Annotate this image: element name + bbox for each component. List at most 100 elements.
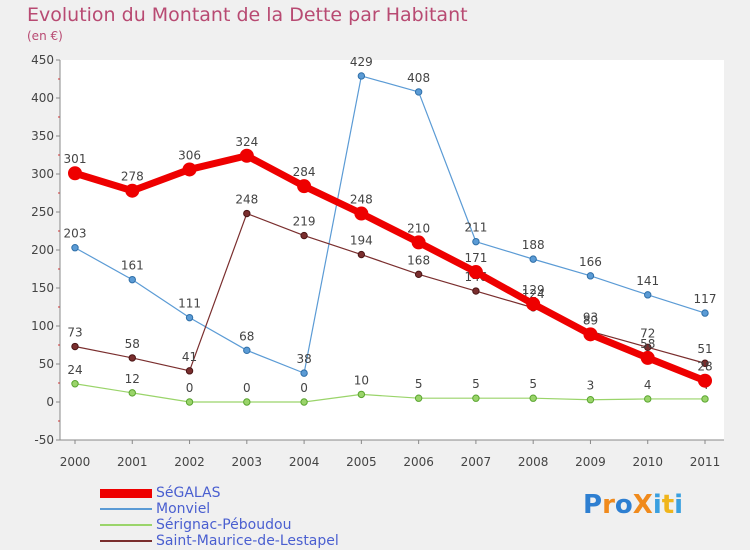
- legend-item-saint-maurice: Saint-Maurice-de-Lestapel: [100, 533, 339, 549]
- legend-item-monviel: Monviel: [100, 501, 339, 517]
- data-point-s-rignac-p-boudou: [644, 395, 652, 403]
- x-tick-label: 2006: [403, 455, 434, 469]
- data-label-saint-maurice-de-lestapel: 219: [293, 215, 316, 229]
- data-point-monviel: [586, 272, 595, 280]
- data-label-monviel: 141: [636, 274, 659, 288]
- data-label-saint-maurice-de-lestapel: 194: [350, 234, 373, 248]
- data-point-saint-maurice-de-lestapel: [644, 343, 652, 351]
- data-label-s-rignac-p-boudou: 3: [587, 379, 595, 393]
- data-point-s-rignac-p-boudou: [300, 398, 308, 406]
- legend-label-serignac: Sérignac-Péboudou: [156, 517, 292, 533]
- logo-letter: i: [652, 490, 662, 520]
- data-point-monviel: [185, 313, 194, 322]
- data-label-s-galas: 171: [464, 251, 487, 265]
- data-label-saint-maurice-de-lestapel: 51: [697, 342, 712, 356]
- data-label-s-rignac-p-boudou: 24: [67, 363, 82, 377]
- x-tick-label: 2003: [232, 455, 263, 469]
- x-tick-label: 2010: [632, 455, 663, 469]
- x-tick-label: 2001: [117, 455, 148, 469]
- y-tick-label: 0: [46, 395, 54, 409]
- data-label-saint-maurice-de-lestapel: 41: [182, 350, 197, 364]
- data-point-saint-maurice-de-lestapel: [357, 250, 366, 259]
- data-label-s-galas: 278: [121, 170, 144, 184]
- data-label-saint-maurice-de-lestapel: 168: [407, 253, 430, 267]
- y-tick-label: 450: [31, 53, 54, 67]
- data-point-s-rignac-p-boudou: [185, 398, 194, 406]
- data-point-s-galas: [411, 235, 426, 250]
- data-label-saint-maurice-de-lestapel: 58: [125, 337, 140, 351]
- data-point-s-rignac-p-boudou: [243, 398, 251, 406]
- data-point-s-galas: [68, 166, 82, 181]
- series-line-monviel: [74, 75, 706, 374]
- x-tick-label: 2004: [289, 455, 320, 469]
- data-label-s-galas: 129: [522, 283, 545, 297]
- legend-swatch-saint-maurice: [100, 540, 152, 542]
- y-tick-label: -50: [34, 433, 54, 447]
- data-point-monviel: [472, 237, 480, 246]
- data-point-monviel: [414, 88, 423, 96]
- data-label-s-rignac-p-boudou: 4: [644, 378, 652, 392]
- data-point-s-rignac-p-boudou: [586, 396, 595, 404]
- proxiti-logo: ProXiti: [583, 490, 683, 520]
- x-tick-label: 2011: [690, 455, 721, 469]
- data-label-s-rignac-p-boudou: 5: [529, 377, 537, 391]
- data-point-s-galas: [640, 350, 655, 365]
- data-point-s-rignac-p-boudou: [128, 389, 136, 397]
- logo-letter: t: [661, 490, 675, 520]
- data-point-s-rignac-p-boudou: [701, 395, 709, 403]
- data-label-s-galas: 248: [350, 193, 373, 207]
- data-point-s-galas: [526, 296, 541, 311]
- data-label-monviel: 111: [178, 297, 201, 311]
- data-point-monviel: [357, 72, 366, 80]
- data-point-s-rignac-p-boudou: [529, 394, 537, 402]
- data-point-saint-maurice-de-lestapel: [71, 342, 79, 351]
- legend-swatch-serignac: [100, 524, 152, 526]
- data-label-s-rignac-p-boudou: 0: [243, 381, 251, 395]
- y-tick-label: 100: [31, 319, 54, 333]
- chart-unit: (en €): [27, 29, 63, 43]
- x-tick-label: 2009: [575, 455, 606, 469]
- data-label-s-rignac-p-boudou: 0: [300, 381, 308, 395]
- data-label-s-galas: 58: [640, 337, 655, 351]
- data-label-saint-maurice-de-lestapel: 248: [235, 193, 258, 207]
- data-label-s-galas: 324: [235, 135, 258, 149]
- legend-label-segalas: SéGALAS: [156, 485, 221, 501]
- data-point-s-rignac-p-boudou: [414, 394, 423, 402]
- data-label-s-rignac-p-boudou: 10: [354, 373, 369, 387]
- plot-area: [60, 60, 724, 440]
- logo-letter: i: [674, 490, 684, 520]
- logo-letter: X: [632, 490, 653, 520]
- logo-letter: r: [602, 490, 615, 520]
- data-label-monviel: 211: [464, 221, 487, 235]
- data-point-saint-maurice-de-lestapel: [243, 209, 251, 218]
- data-point-s-galas: [583, 327, 598, 342]
- data-label-monviel: 117: [694, 292, 717, 306]
- data-label-saint-maurice-de-lestapel: 93: [583, 310, 598, 324]
- data-label-s-rignac-p-boudou: 5: [415, 377, 423, 391]
- y-tick-label: 400: [31, 91, 54, 105]
- legend-item-serignac: Sérignac-Péboudou: [100, 517, 339, 533]
- data-point-monviel: [128, 275, 136, 284]
- data-label-s-galas: 306: [178, 148, 201, 162]
- data-label-s-galas: 284: [293, 165, 316, 179]
- data-point-monviel: [644, 291, 652, 299]
- x-tick-label: 2008: [518, 455, 549, 469]
- y-tick-label: 200: [31, 243, 54, 257]
- data-point-s-rignac-p-boudou: [472, 394, 480, 402]
- data-label-s-galas: 210: [407, 221, 430, 235]
- legend: SéGALAS Monviel Sérignac-Péboudou Saint-…: [100, 485, 339, 549]
- x-tick-label: 2000: [60, 455, 91, 469]
- data-point-monviel: [300, 369, 308, 377]
- data-label-monviel: 166: [579, 255, 602, 269]
- series-line-saint-maurice-de-lestapel: [74, 212, 706, 372]
- x-tick-label: 2007: [461, 455, 492, 469]
- data-point-saint-maurice-de-lestapel: [185, 367, 194, 375]
- data-label-monviel: 429: [350, 55, 373, 69]
- data-point-saint-maurice-de-lestapel: [472, 287, 480, 295]
- data-label-saint-maurice-de-lestapel: 72: [640, 326, 655, 340]
- y-tick-label: 300: [31, 167, 54, 181]
- data-label-monviel: 408: [407, 71, 430, 85]
- data-point-s-galas: [297, 179, 312, 194]
- legend-label-monviel: Monviel: [156, 501, 211, 517]
